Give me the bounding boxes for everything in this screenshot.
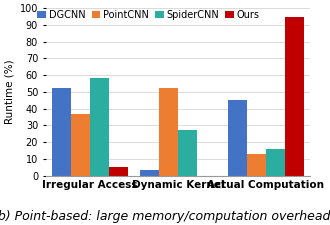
Bar [285,16,304,176]
Bar [266,149,285,176]
Bar [178,130,197,176]
Bar [71,114,90,176]
Bar [90,79,109,176]
Bar [109,167,127,176]
Bar [247,154,266,176]
Legend: DGCNN, PointCNN, SpiderCNN, Ours: DGCNN, PointCNN, SpiderCNN, Ours [37,10,260,20]
Bar [159,88,178,176]
Text: (b) Point-based: large memory/computation overheads: (b) Point-based: large memory/computatio… [0,210,330,223]
Bar [52,88,71,176]
Bar [140,171,159,176]
Bar [228,100,247,176]
Y-axis label: Runtime (%): Runtime (%) [4,60,14,124]
